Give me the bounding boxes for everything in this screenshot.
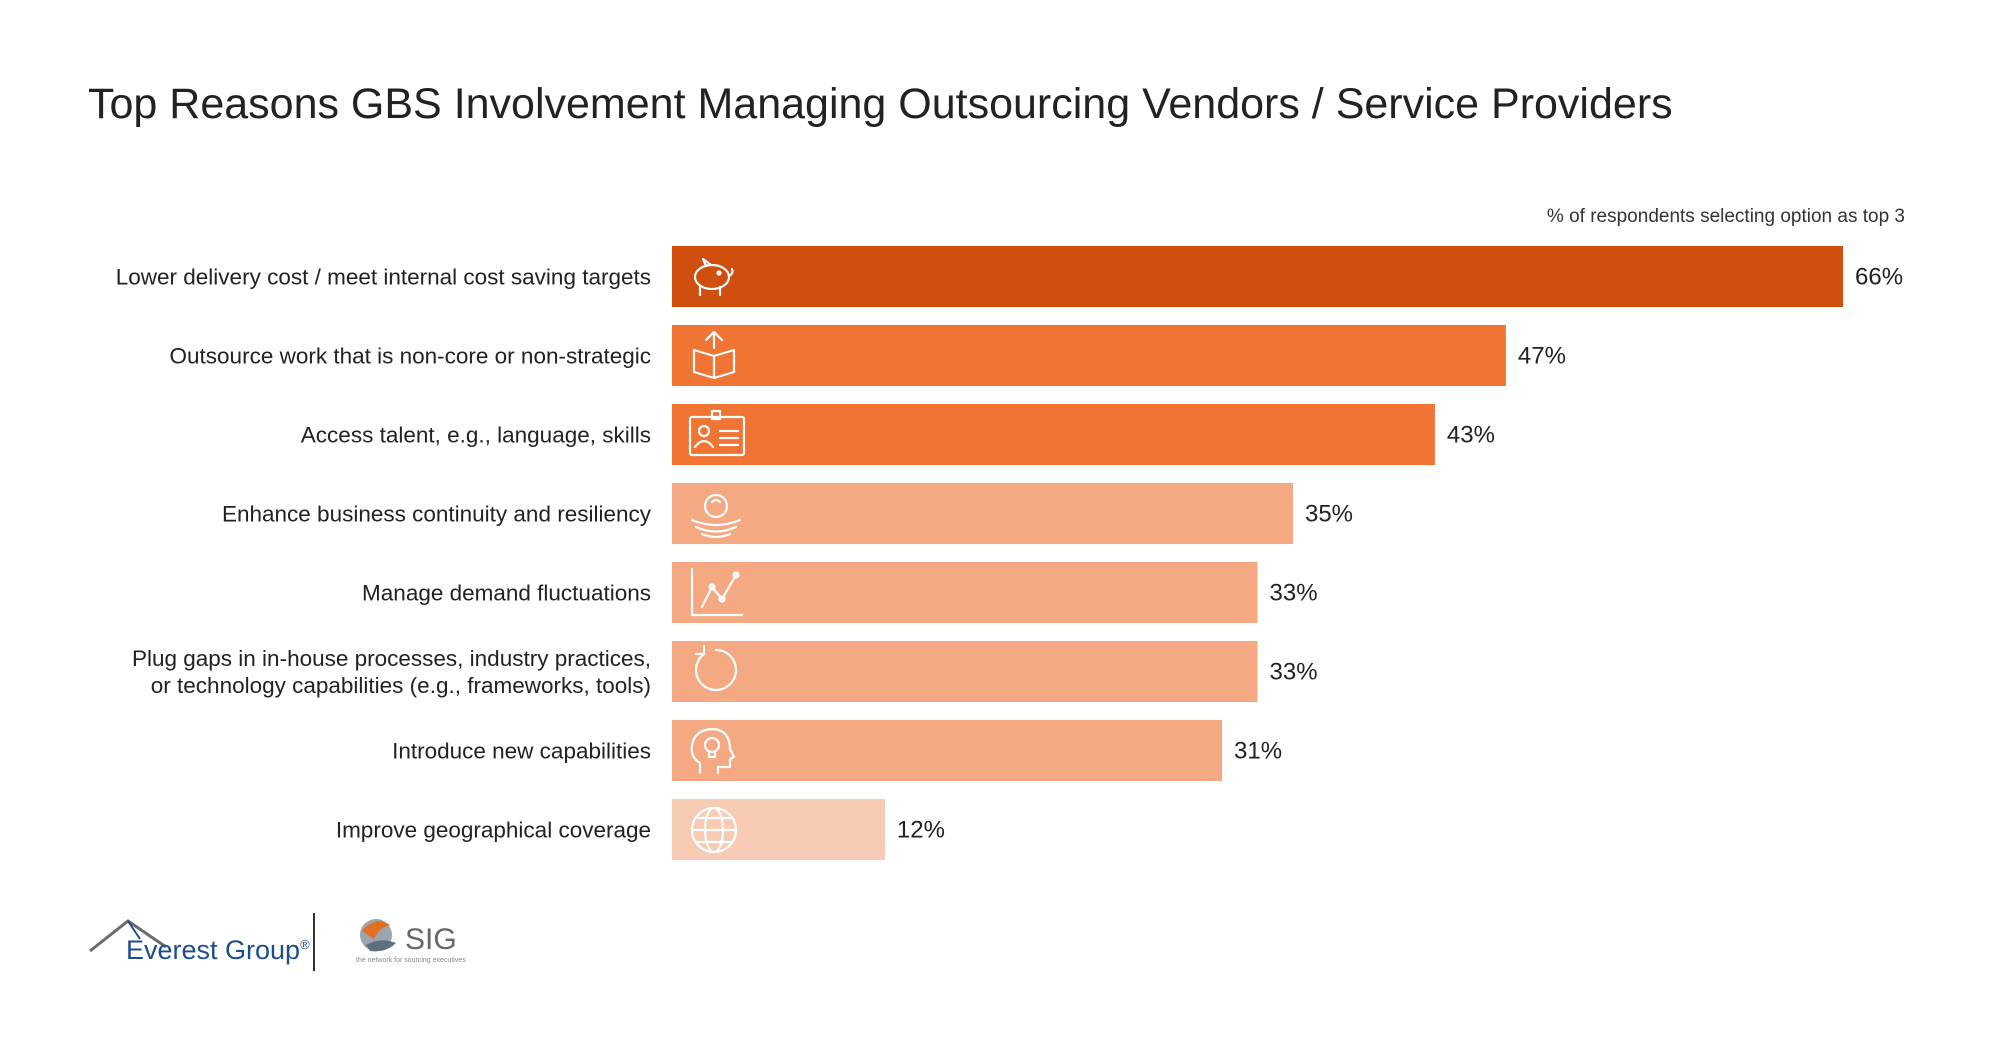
everest-group-logo: Everest Group® [126,935,310,965]
sig-logo-text: SIG [405,923,457,956]
category-label: Enhance business continuity and resilien… [222,502,652,527]
bar-3 [672,483,1293,544]
outsource-box-icon [692,330,736,380]
globe-icon [690,806,738,854]
footer-logos: Everest Group® SIG the network for sourc… [88,905,488,975]
logo-divider [313,913,315,971]
head-lightbulb-icon [690,727,736,775]
category-label: or technology capabilities (e.g., framew… [151,673,651,698]
value-label: 47% [1518,343,1566,370]
value-label: 12% [897,817,945,844]
line-chart-icon [690,567,744,617]
value-label: 43% [1447,422,1495,449]
bar-6 [672,720,1223,781]
id-card-icon [688,409,746,457]
category-label: Introduce new capabilities [392,739,651,764]
category-label: Plug gaps in in-house processes, industr… [132,646,651,671]
bar-1 [672,325,1506,386]
value-label: 33% [1270,580,1318,607]
value-label: 35% [1305,501,1353,528]
value-label: 33% [1270,659,1318,686]
sig-logo-icon [360,919,396,952]
refresh-cycle-icon [694,644,738,692]
page-title: Top Reasons GBS Involvement Managing Out… [88,80,1673,128]
category-label: Lower delivery cost / meet internal cost… [116,265,651,290]
bar-4 [672,562,1258,623]
category-label: Access talent, e.g., language, skills [301,423,651,448]
bar-5 [672,641,1258,702]
category-label: Improve geographical coverage [336,818,651,843]
bar-2 [672,404,1435,465]
value-label: 31% [1234,738,1282,765]
resilience-icon [690,493,742,539]
piggy-bank-icon [693,257,734,297]
chart-note: % of respondents selecting option as top… [1546,206,1905,227]
bar-0 [672,246,1843,307]
value-label: 66% [1855,264,1903,291]
sig-tagline: the network for sourcing executives [356,957,466,964]
everest-mountain-icon [89,919,167,953]
category-label: Outsource work that is non-core or non-s… [170,344,651,369]
category-label: Manage demand fluctuations [362,581,651,606]
